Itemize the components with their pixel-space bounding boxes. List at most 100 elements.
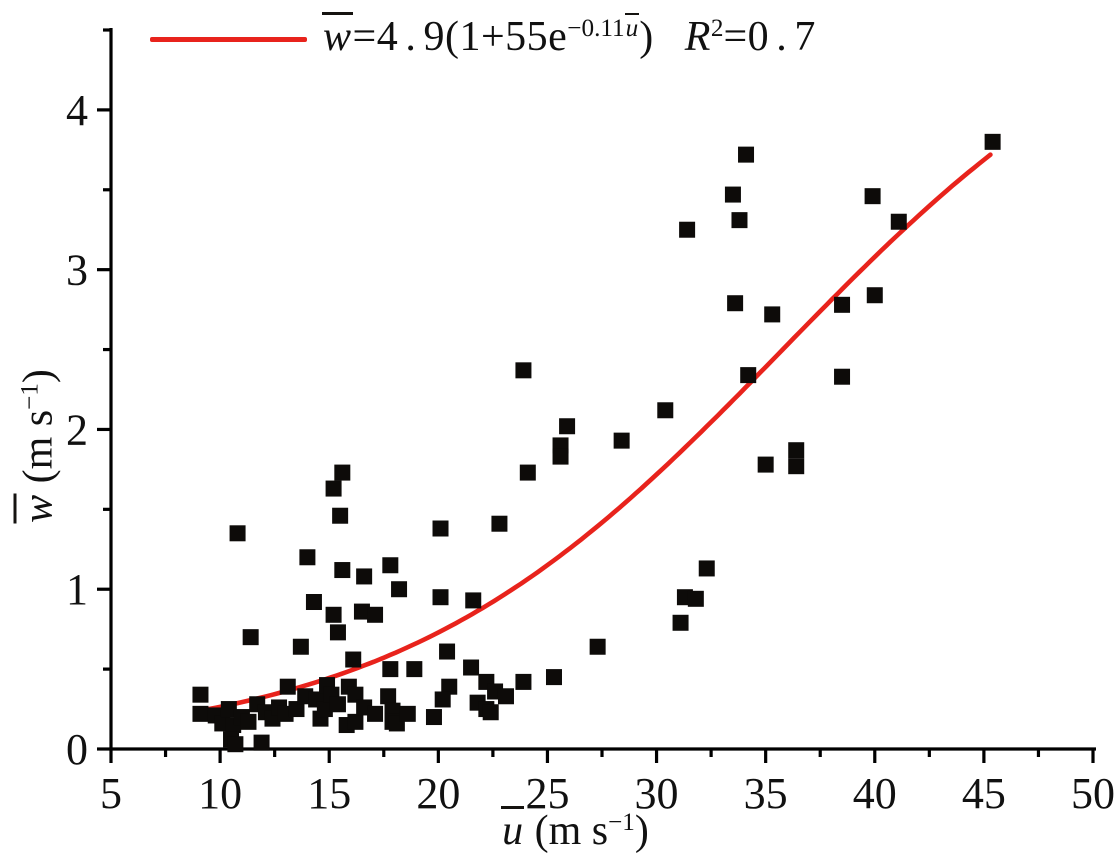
data-point [367,705,384,722]
data-point [299,549,316,566]
x-tick-label: 40 [853,769,897,818]
r-squared-value: 7 [794,13,816,60]
equation-text: ) [639,14,654,60]
data-point [687,590,704,607]
fit-curve [197,152,993,714]
data-point [406,661,423,678]
data-point [432,589,449,606]
data-point [463,659,480,676]
data-point [432,520,449,537]
data-point [434,691,451,708]
data-point [325,480,342,497]
data-point [288,701,305,718]
w-bar-symbol: w [322,12,353,60]
data-point [227,736,244,753]
data-point [482,704,499,721]
equation-exponent: −0.11u [567,13,640,43]
data-point [334,562,351,579]
data-point [441,678,458,695]
data-point [834,296,851,313]
data-point [347,686,364,703]
y-tick-label: 3 [66,246,88,295]
data-point [864,188,881,205]
data-point [329,696,346,713]
legend-fit-line-sample [150,37,307,42]
data-point [425,709,442,726]
data-point [757,456,774,473]
data-point [866,287,883,304]
legend-r-squared: R2=0. 7 [685,13,816,61]
data-point [491,515,508,532]
data-point [192,686,209,703]
data-point [316,701,333,718]
x-tick-label: 10 [198,769,242,818]
data-point [738,146,755,163]
data-point [545,669,562,686]
u-bar-symbol: u [624,13,640,43]
data-point [305,594,322,611]
data-point [229,525,246,542]
x-axis-unit-exponent: −1 [608,809,635,837]
data-point [515,362,532,379]
equation-text: . [405,14,417,60]
x-axis-unit: ) [634,808,649,854]
data-point [788,442,805,459]
data-point [465,592,482,609]
data-point [399,705,416,722]
data-point [253,734,270,751]
data-point [382,661,399,678]
x-tick-label: 25 [525,769,569,818]
data-point [740,367,757,384]
x-tick-label: 35 [744,769,788,818]
x-tick-label: 20 [416,769,460,818]
data-point [345,651,362,668]
data-point [329,624,346,641]
data-point [439,643,456,660]
data-point [380,688,397,705]
data-point [332,507,349,524]
legend: w=4. 9(1+55e−0.11u) R2=0. 7 [150,12,816,61]
x-tick-label: 30 [635,769,679,818]
data-point [192,705,209,722]
y-tick-label: 2 [66,405,88,454]
x-tick-label: 45 [962,769,1006,818]
data-point [559,418,576,435]
data-point [382,557,399,574]
r-symbol: R [684,13,711,60]
data-point [698,560,715,577]
r-squared-value: =0 [723,13,770,60]
x-tick-label: 15 [307,769,351,818]
data-point [984,133,1001,150]
data-point [890,213,907,230]
data-point [220,701,237,718]
data-point [240,713,257,730]
data-point [367,606,384,623]
data-point [325,606,342,623]
y-tick-label: 0 [66,725,88,774]
data-point [613,432,630,449]
data-point [515,673,532,690]
r-squared-exponent: 2 [710,14,724,42]
y-axis-unit: (m s [15,409,62,494]
x-axis-label: u (m s−1) [0,806,1120,855]
data-point [347,713,364,730]
data-point [764,306,781,323]
y-tick-label: 1 [66,565,88,614]
data-point [731,212,748,229]
data-point [724,186,741,203]
u-bar-symbol: u [501,806,525,854]
data-point [242,629,259,646]
data-point [279,678,296,695]
data-point [788,458,805,475]
data-point [292,638,309,655]
equation-text: 9(1+55e [423,14,568,60]
r-squared-value: . [776,13,788,60]
data-point [353,603,370,620]
equation-text: −0.11 [567,15,625,43]
data-point [356,568,373,585]
w-bar-symbol: w [13,493,62,524]
data-point [834,368,851,385]
y-axis-unit: ) [15,369,62,384]
x-tick-label: 5 [100,769,122,818]
